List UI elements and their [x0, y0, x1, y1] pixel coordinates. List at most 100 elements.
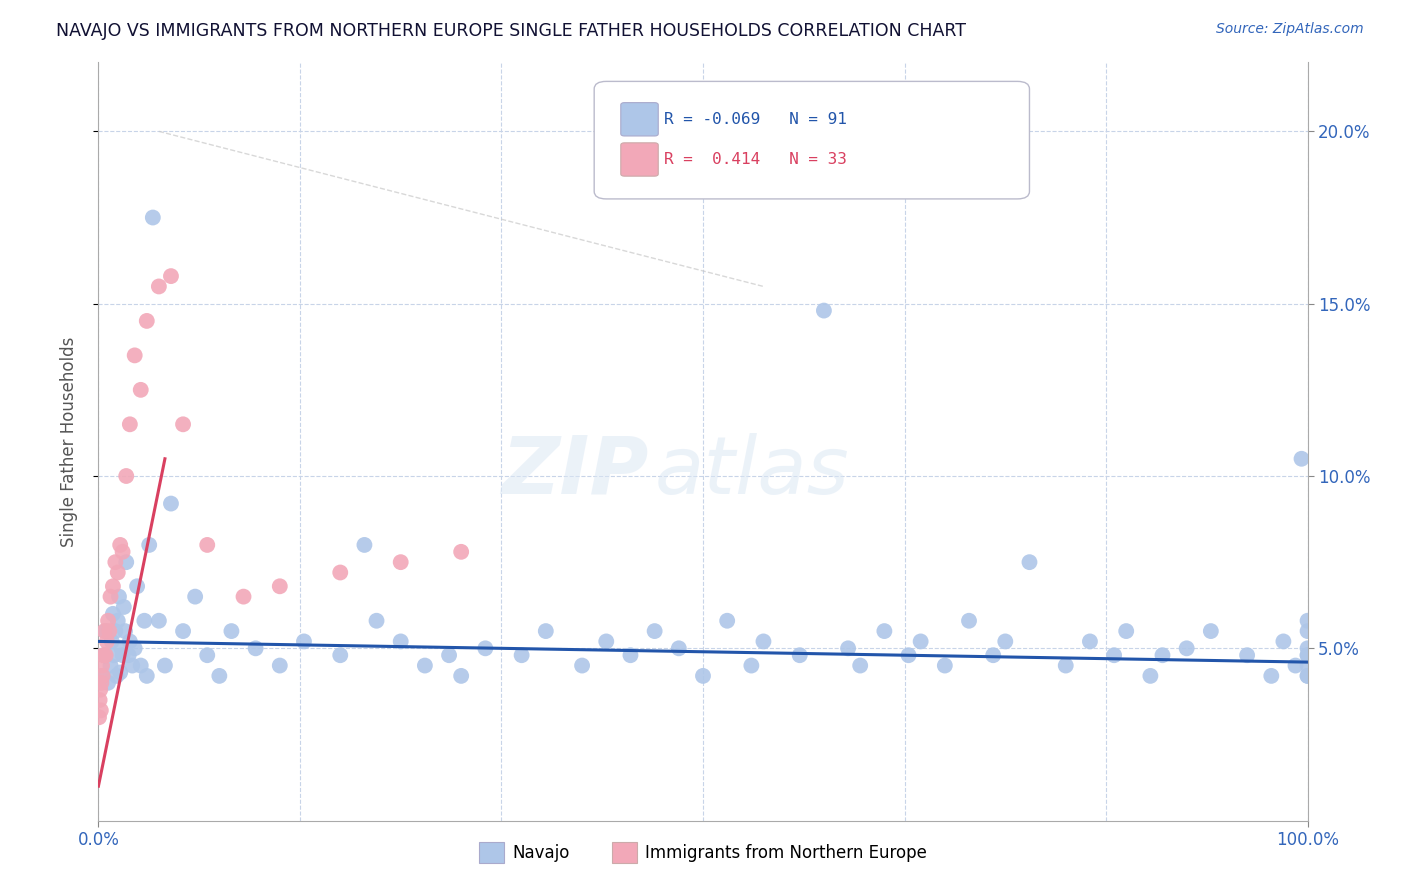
Point	[571, 658, 593, 673]
Point	[108, 665, 131, 680]
Point	[93, 624, 115, 639]
Point	[115, 555, 138, 569]
Point	[118, 417, 141, 432]
Point	[474, 641, 496, 656]
Legend: Navajo, Immigrants from Northern Europe: Navajo, Immigrants from Northern Europe	[472, 836, 934, 869]
Point	[1296, 648, 1319, 663]
Point	[107, 614, 129, 628]
Point	[115, 469, 138, 483]
Point	[450, 669, 472, 683]
Point	[89, 693, 111, 707]
Point	[1115, 624, 1137, 639]
Point	[789, 648, 811, 663]
Point	[1260, 669, 1282, 683]
Point	[107, 566, 129, 580]
Point	[1078, 634, 1101, 648]
Point	[873, 624, 896, 639]
Point	[105, 669, 128, 683]
Point	[292, 634, 315, 648]
Point	[813, 303, 835, 318]
Point	[134, 614, 156, 628]
Point	[100, 590, 122, 604]
Point	[353, 538, 375, 552]
Point	[1296, 641, 1319, 656]
Point	[129, 658, 152, 673]
Point	[389, 555, 412, 569]
Point	[849, 658, 872, 673]
Point	[534, 624, 557, 639]
Point	[1296, 669, 1319, 683]
Point	[101, 579, 124, 593]
Point	[98, 624, 121, 639]
Point	[1018, 555, 1040, 569]
Point	[135, 669, 157, 683]
Point	[1291, 451, 1313, 466]
Point	[413, 658, 436, 673]
Point	[160, 497, 183, 511]
Point	[127, 579, 149, 593]
Point	[232, 590, 254, 604]
Point	[124, 641, 146, 656]
Point	[184, 590, 207, 604]
Text: R = -0.069   N = 91: R = -0.069 N = 91	[664, 112, 848, 127]
Point	[389, 634, 412, 648]
Point	[619, 648, 641, 663]
Point	[89, 682, 111, 697]
Point	[329, 566, 352, 580]
Point	[129, 383, 152, 397]
Point	[172, 417, 194, 432]
Point	[1175, 641, 1198, 656]
Point	[100, 634, 122, 648]
Point	[1102, 648, 1125, 663]
Point	[1296, 648, 1319, 663]
Point	[1296, 669, 1319, 683]
Point	[668, 641, 690, 656]
Point	[245, 641, 267, 656]
Point	[108, 590, 131, 604]
Point	[1199, 624, 1222, 639]
Point	[104, 624, 127, 639]
Point	[1272, 634, 1295, 648]
Point	[148, 614, 170, 628]
Y-axis label: Single Father Households: Single Father Households	[59, 336, 77, 547]
Point	[195, 648, 218, 663]
Text: NAVAJO VS IMMIGRANTS FROM NORTHERN EUROPE SINGLE FATHER HOUSEHOLDS CORRELATION C: NAVAJO VS IMMIGRANTS FROM NORTHERN EUROP…	[56, 22, 966, 40]
Point	[91, 648, 114, 663]
Text: atlas: atlas	[655, 433, 849, 511]
Point	[897, 648, 920, 663]
Point	[104, 555, 127, 569]
Point	[94, 648, 117, 663]
Point	[1296, 658, 1319, 673]
Point	[1054, 658, 1077, 673]
Point	[94, 624, 117, 639]
Point	[716, 614, 738, 628]
Point	[208, 669, 231, 683]
Point	[172, 624, 194, 639]
Point	[1152, 648, 1174, 663]
Point	[100, 658, 122, 673]
Point	[1296, 614, 1319, 628]
Point	[160, 269, 183, 284]
Text: ZIP: ZIP	[501, 433, 648, 511]
Point	[221, 624, 243, 639]
Point	[981, 648, 1004, 663]
Point	[957, 614, 980, 628]
Point	[124, 348, 146, 362]
Point	[118, 648, 141, 663]
Point	[97, 675, 120, 690]
Point	[108, 538, 131, 552]
Point	[510, 648, 533, 663]
Point	[90, 703, 112, 717]
Point	[1284, 658, 1306, 673]
Text: Source: ZipAtlas.com: Source: ZipAtlas.com	[1216, 22, 1364, 37]
FancyBboxPatch shape	[595, 81, 1029, 199]
Point	[692, 669, 714, 683]
Point	[595, 634, 617, 648]
Point	[97, 614, 120, 628]
Point	[1296, 624, 1319, 639]
Point	[135, 314, 157, 328]
Point	[329, 648, 352, 663]
Point	[934, 658, 956, 673]
Point	[112, 599, 135, 614]
Point	[91, 669, 114, 683]
